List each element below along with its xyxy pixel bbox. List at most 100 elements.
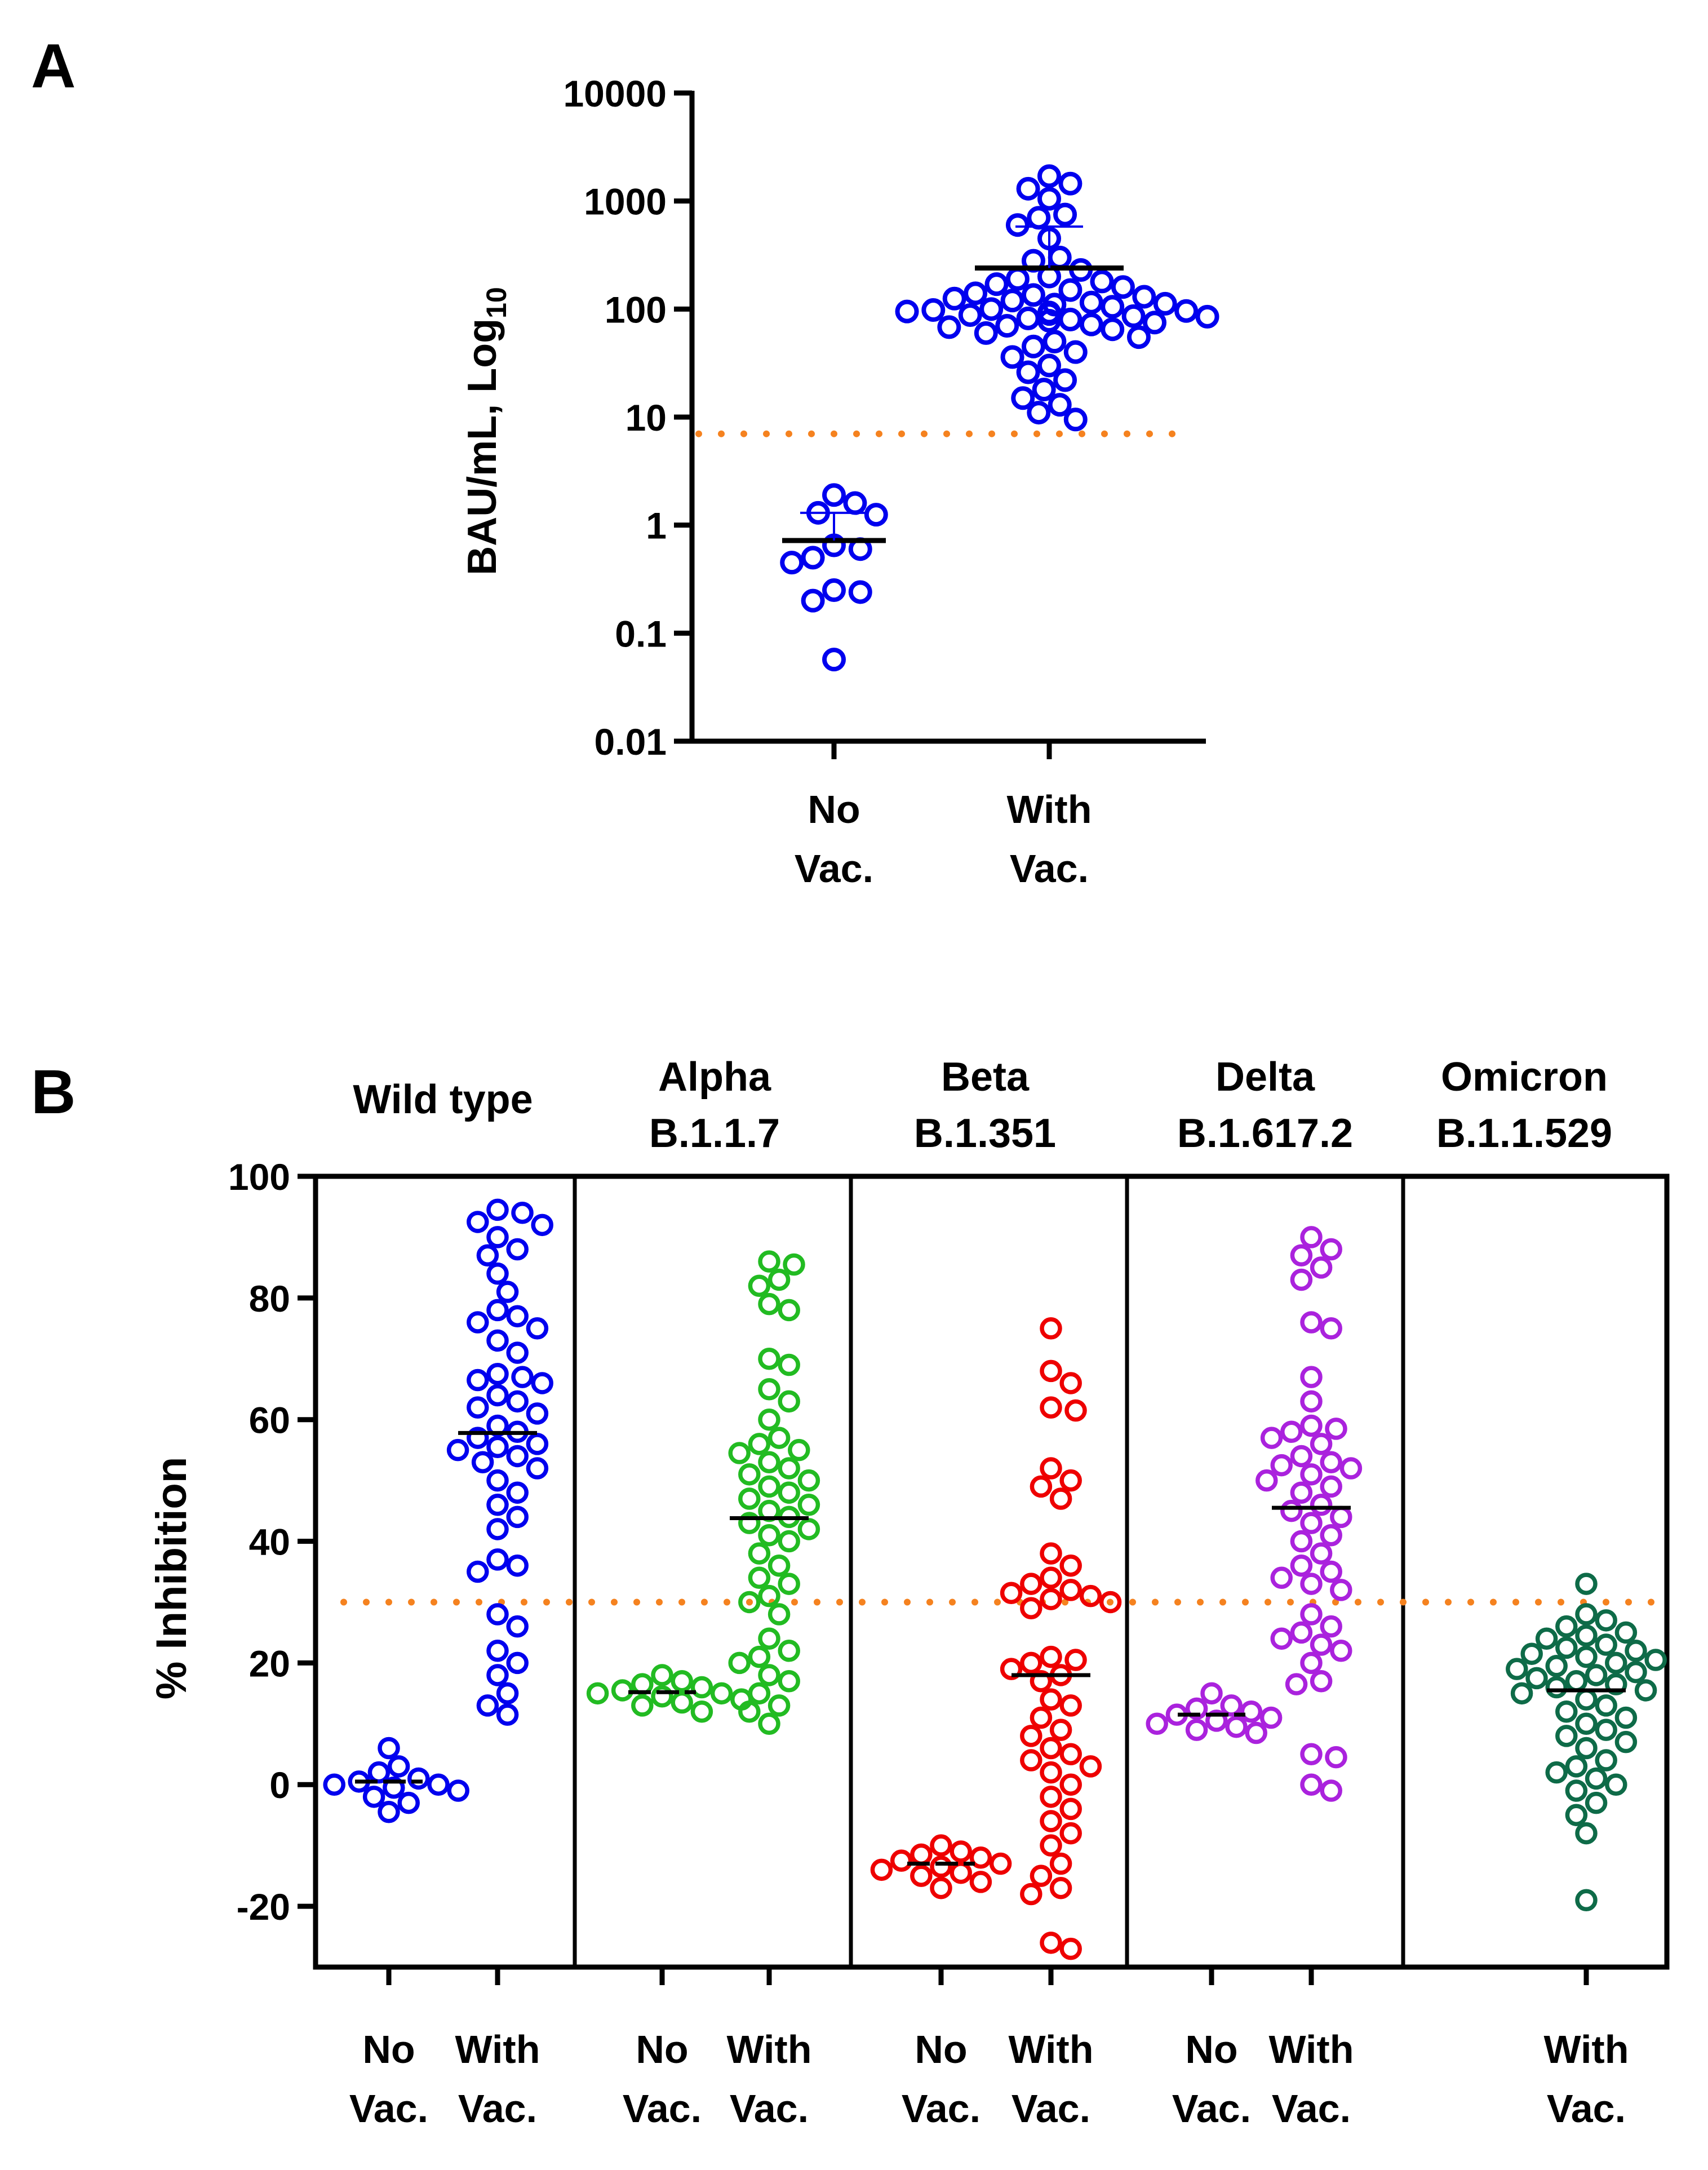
panel-b-data-point <box>788 1438 810 1462</box>
panel-a-data-point <box>1005 213 1030 237</box>
panel-a-data-point <box>1111 275 1135 299</box>
panel-b-data-point <box>1575 1822 1598 1845</box>
panel-b-data-point <box>1614 1706 1638 1729</box>
panel-a-data-point <box>801 546 825 570</box>
panel-b-data-point <box>383 1776 405 1799</box>
panel-b-variant-title: Wild type <box>353 1077 533 1122</box>
panel-b-data-point <box>1064 1649 1087 1671</box>
panel-b-data-point <box>1310 1256 1333 1279</box>
panel-b-data-point <box>407 1767 430 1790</box>
panel-b-data-point <box>1245 1721 1267 1744</box>
panel-b-data-point <box>1040 1457 1062 1480</box>
panel-b-data-point <box>1634 1679 1657 1702</box>
panel-b-data-point <box>1605 1673 1627 1695</box>
panel-a-data-point <box>801 588 825 613</box>
panel-a-data-point <box>1048 245 1072 269</box>
panel-b-x-label: No <box>1185 2027 1237 2071</box>
panel-b-data-point <box>1330 1579 1352 1601</box>
panel-b-data-point <box>1605 1651 1627 1675</box>
panel-b-data-point <box>738 1591 761 1614</box>
panel-b-data-point <box>1290 1445 1313 1468</box>
panel-b-x-label: With <box>1009 2027 1094 2071</box>
panel-b-data-point <box>506 1445 529 1468</box>
panel-a-data-point <box>1021 283 1045 307</box>
panel-b-data-point <box>758 1451 780 1473</box>
panel-b-data-point <box>1020 1883 1042 1906</box>
panel-b-data-point <box>486 1384 509 1407</box>
panel-a-data-point <box>1121 304 1146 328</box>
panel-b-data-point <box>1030 1706 1053 1729</box>
panel-b-data-point <box>1595 1633 1617 1656</box>
panel-b-data-point <box>738 1463 761 1486</box>
panel-b-data-point <box>526 1402 549 1425</box>
panel-b-data-point <box>748 1542 771 1565</box>
panel-b-data-point <box>1575 1688 1598 1711</box>
panel-b-data-point <box>1300 1390 1323 1413</box>
panel-b-data-point <box>1270 1454 1293 1477</box>
panel-b-data-point <box>1285 1673 1308 1695</box>
panel-a-data-point <box>1101 317 1125 342</box>
panel-b-data-point <box>1256 1469 1278 1492</box>
panel-b-x-label: Vac. <box>1547 2087 1626 2131</box>
panel-b-x-label: Vac. <box>349 2087 428 2131</box>
panel-b-data-point <box>758 1712 780 1735</box>
panel-b-data-point <box>651 1685 673 1708</box>
panel-a-x-labels: No Vac. With Vac. <box>795 787 1092 891</box>
panel-b-data-point <box>1205 1710 1228 1732</box>
panel-b-data-point <box>446 1438 469 1462</box>
panel-b-data-point <box>1614 1621 1638 1644</box>
panel-b-data-point <box>1565 1755 1588 1778</box>
panel-b-data-point <box>758 1475 780 1498</box>
panel-b-data-point <box>748 1645 771 1668</box>
panel-a-x-label: Vac. <box>1010 847 1089 891</box>
panel-b-data-point <box>969 1846 992 1869</box>
panel-b-data-point <box>1300 1773 1323 1796</box>
panel-b-data-point <box>1585 1767 1608 1790</box>
panel-b-variant-title: Beta <box>941 1055 1030 1100</box>
panel-b-data-point <box>1059 1694 1082 1717</box>
panel-b-data-point <box>1310 1633 1333 1656</box>
panel-a-y-axis-label: BAU/mL, Log10 <box>460 287 512 575</box>
panel-b-data-point <box>910 1843 933 1866</box>
panel-b-data-point <box>496 1682 519 1705</box>
panel-b-data-point <box>1059 1822 1082 1845</box>
panel-b-data-point <box>950 1861 972 1884</box>
panel-b-data-point <box>690 1700 713 1723</box>
panel-b-data-point <box>506 1238 529 1261</box>
panel-b-data-point <box>1300 1366 1323 1388</box>
panel-b-data-point <box>1575 1712 1598 1735</box>
panel-b-data-point <box>910 1865 933 1887</box>
panel-b-data-point <box>1020 1725 1042 1747</box>
panel-b-x-label: Vac. <box>730 2087 809 2131</box>
panel-b-data-point <box>486 1518 509 1540</box>
panel-b-data-point <box>1565 1779 1588 1802</box>
panel-b-data-point <box>467 1311 489 1334</box>
panel-a-y-tick-label: 100 <box>605 289 667 330</box>
panel-b-data-point <box>526 1433 549 1455</box>
panel-b-data-point <box>1030 1865 1053 1887</box>
panel-b-data-point <box>1290 1554 1313 1577</box>
panel-b-variant-title: Alpha <box>658 1055 771 1100</box>
panel-b-data-point <box>1300 1603 1323 1626</box>
panel-b-data-point <box>1565 1804 1588 1826</box>
panel-b-data-point <box>758 1378 780 1401</box>
panel-b-data-point <box>427 1773 450 1796</box>
panel-b-variant-subtitle: B.1.1.529 <box>1436 1111 1612 1156</box>
panel-b-data-point <box>930 1876 952 1899</box>
panel-b-data-point <box>768 1694 791 1717</box>
panel-b-data-point <box>1049 1852 1072 1875</box>
panel-b-data-point <box>1555 1725 1578 1747</box>
panel-b-data-point <box>768 1268 791 1291</box>
panel-b-data-point <box>476 1694 499 1717</box>
panel-b-data-point <box>1280 1420 1303 1443</box>
panel-b-data-point <box>758 1664 780 1686</box>
panel-a-data-point <box>1037 187 1061 211</box>
panel-b-data-point <box>486 1226 509 1248</box>
panel-a-x-label: Vac. <box>795 847 873 891</box>
panel-b-data-point <box>1310 1542 1333 1565</box>
panel-b-data-point <box>1330 1505 1352 1529</box>
panel-b-data-point <box>1320 1524 1342 1547</box>
panel-b-data-point <box>748 1682 771 1705</box>
panel-b-data-point <box>1595 1749 1617 1772</box>
panel-b-data-point <box>486 1436 509 1459</box>
